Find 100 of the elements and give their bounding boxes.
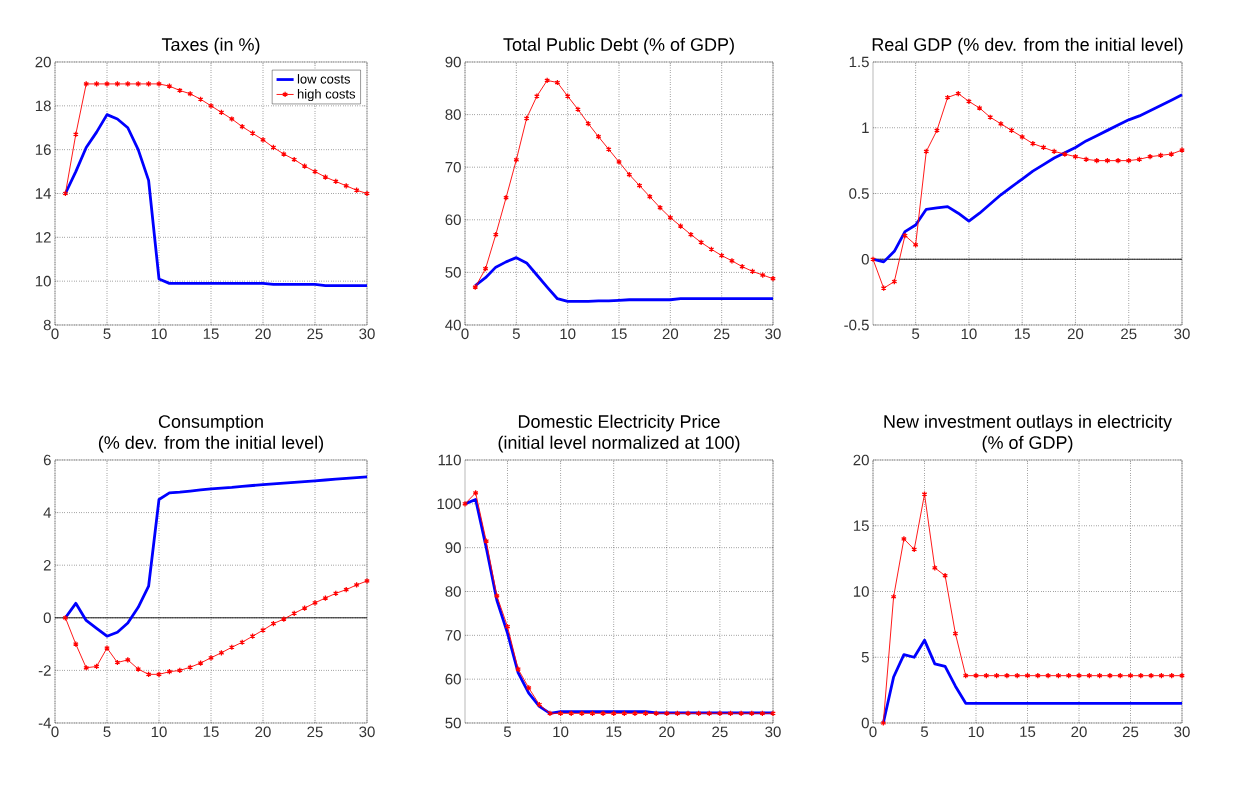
- y-tick-label: 70: [445, 630, 461, 641]
- x-tick-label: 30: [1174, 328, 1190, 340]
- x-tick-label: 20: [659, 726, 675, 738]
- y-tick-label: -2: [38, 665, 51, 676]
- x-tick-label: 20: [255, 726, 271, 738]
- x-tick-label: 10: [560, 328, 576, 340]
- y-tick-label: 18: [35, 100, 51, 112]
- legend-label: high costs: [297, 89, 356, 102]
- y-tick-label: 12: [35, 232, 51, 243]
- point: [156, 671, 162, 678]
- y-tick-label: 10: [853, 586, 869, 597]
- y-tick-label: 40: [445, 319, 461, 331]
- y-tick-label: 4: [43, 507, 52, 518]
- x-tick-label: 15: [203, 726, 219, 737]
- x-tick-label: 10: [151, 726, 167, 738]
- point: [1076, 672, 1082, 679]
- y-tick-label: 0: [43, 612, 51, 624]
- y-tick-label: 50: [445, 267, 461, 278]
- point: [208, 654, 214, 662]
- chart-title: Domestic Electricity Price: [518, 414, 720, 432]
- y-tick-label: 10: [35, 275, 51, 287]
- x-tick-label: 25: [712, 726, 728, 738]
- x-tick-label: 5: [920, 726, 929, 737]
- x-tick-label: 20: [255, 328, 271, 340]
- x-tick-label: 5: [103, 726, 111, 737]
- y-tick-label: 16: [35, 144, 51, 155]
- y-tick-label: 80: [445, 586, 461, 597]
- x-tick-label: 25: [307, 726, 323, 738]
- x-tick-label: 0: [869, 726, 877, 738]
- x-tick-label: 25: [307, 328, 323, 340]
- x-tick-label: 25: [1122, 726, 1139, 738]
- y-tick-label: 60: [445, 673, 461, 685]
- y-tick-label: 90: [445, 542, 461, 553]
- x-tick-label: 15: [1020, 726, 1036, 737]
- y-tick-label: 2: [43, 559, 51, 571]
- y-tick-label: 70: [445, 161, 461, 173]
- point: [104, 644, 110, 652]
- y-tick-label: -4: [38, 717, 52, 729]
- y-tick-label: 100: [437, 498, 461, 510]
- y-tick-label: 8: [43, 319, 51, 331]
- x-tick-label: 20: [1067, 328, 1084, 340]
- point: [976, 104, 983, 112]
- y-tick-label: 15: [853, 520, 869, 531]
- chart-subtitle: (% dev. from the initial level): [98, 435, 324, 453]
- chart-title: Real GDP (% dev. from the initial level): [872, 37, 1183, 55]
- y-tick-label: 0: [861, 253, 869, 265]
- point: [515, 665, 522, 673]
- x-tick-label: 0: [461, 328, 469, 340]
- y-tick-label: 5: [861, 652, 869, 663]
- y-tick-label: 0: [861, 717, 869, 729]
- point: [616, 158, 622, 166]
- chart-title: New investment outlays in electricity: [884, 414, 1172, 432]
- chart-title: Taxes (in %): [161, 37, 260, 55]
- x-tick-label: 30: [359, 328, 375, 340]
- x-tick-label: 5: [512, 328, 520, 339]
- y-tick-label: 0.5: [849, 188, 869, 199]
- y-tick-label: -0.5: [844, 319, 869, 331]
- y-tick-label: 1: [862, 122, 869, 133]
- point: [901, 535, 907, 543]
- x-tick-label: 10: [961, 328, 977, 340]
- x-tick-label: 5: [503, 726, 512, 737]
- y-tick-label: 20: [35, 56, 51, 68]
- chart-title: Consumption: [158, 414, 263, 432]
- y-tick-label: 50: [445, 717, 461, 729]
- line-series: [64, 475, 369, 638]
- y-tick-label: 6: [43, 454, 51, 466]
- y-tick-label: 90: [445, 56, 461, 68]
- legend-label: low costs: [297, 74, 351, 84]
- x-tick-label: 25: [1121, 328, 1137, 340]
- point: [973, 672, 979, 679]
- x-tick-label: 15: [203, 328, 219, 339]
- x-tick-label: 15: [606, 726, 622, 737]
- x-tick-label: 20: [662, 328, 679, 340]
- x-tick-label: 20: [1071, 726, 1087, 738]
- x-tick-label: 10: [151, 328, 167, 340]
- point: [312, 599, 318, 607]
- x-tick-label: 10: [968, 726, 984, 738]
- x-tick-label: 30: [765, 328, 781, 340]
- point: [260, 136, 266, 144]
- y-tick-label: 80: [445, 109, 461, 120]
- x-tick-label: 5: [103, 328, 111, 339]
- y-tick-label: 1.5: [849, 56, 869, 68]
- x-tick-label: 30: [1174, 726, 1190, 738]
- y-tick-label: 14: [35, 188, 52, 199]
- x-tick-label: 30: [359, 726, 375, 738]
- x-tick-label: 10: [553, 726, 569, 738]
- x-tick-label: 5: [912, 328, 920, 339]
- chart-title: Total Public Debt (% of GDP): [503, 37, 734, 55]
- point: [104, 80, 110, 88]
- y-tick-label: 20: [853, 454, 869, 466]
- x-tick-label: 15: [611, 328, 627, 339]
- x-tick-label: 30: [765, 726, 781, 738]
- x-tick-label: 25: [714, 328, 730, 340]
- point: [156, 80, 162, 88]
- point: [533, 92, 540, 100]
- y-tick-label: 60: [445, 214, 461, 226]
- y-tick-label: 110: [438, 454, 461, 466]
- x-tick-label: 15: [1014, 328, 1030, 339]
- chart-subtitle: (initial level normalized at 100): [498, 435, 740, 453]
- chart-subtitle: (% of GDP): [982, 435, 1073, 453]
